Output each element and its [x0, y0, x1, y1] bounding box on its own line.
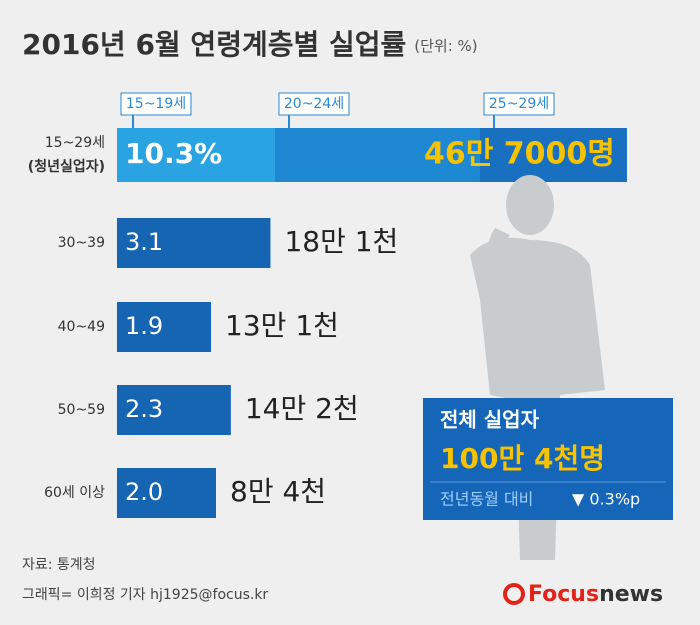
category-note: (청년실업자)	[28, 159, 105, 175]
summary-title: 전체 실업자	[440, 408, 540, 432]
source: 자료: 통계청	[22, 557, 96, 573]
logo-icon	[503, 583, 525, 605]
category-label: 60세 이상	[44, 485, 105, 501]
count-label: 14만 2천	[245, 392, 359, 425]
chart-title: 2016년 6월 연령계층별 실업률 (단위: %)	[22, 28, 478, 61]
segment-label: 15~19세	[126, 96, 186, 112]
summary-box	[423, 398, 673, 520]
segment-label-box	[120, 92, 192, 116]
count-label: 8만 4천	[230, 475, 326, 508]
segment-label-box	[483, 92, 555, 116]
summary-total: 100만 4천명	[440, 442, 605, 475]
count-label: 18만 1천	[284, 225, 398, 258]
summary-change: ▼ 0.3%p	[572, 490, 640, 509]
value-label: 3.1	[125, 228, 163, 256]
count-label: 13만 1천	[225, 309, 339, 342]
summary-compare: 전년동월 대비	[440, 490, 533, 509]
logo-suffix: news	[599, 582, 663, 607]
category-label: 50~59	[58, 402, 105, 418]
age-segment	[480, 128, 627, 182]
value-label: 2.0	[125, 478, 163, 506]
segment-label: 25~29세	[489, 96, 549, 112]
value-label: 2.3	[125, 395, 163, 423]
bar	[117, 302, 212, 352]
bar	[117, 385, 231, 435]
age-segment	[117, 128, 275, 182]
bar	[117, 468, 216, 518]
segment-label-box	[278, 92, 350, 116]
value-label: 1.9	[125, 312, 163, 340]
age-segment	[275, 128, 480, 182]
category-label: 40~49	[58, 319, 105, 335]
category-label: 15~29세	[45, 135, 105, 151]
credit: 그래픽= 이희정 기자 hj1925@focus.kr	[22, 587, 268, 603]
logo-brand: Focus	[528, 582, 599, 607]
title-text: 2016년 6월 연령계층별 실업률	[22, 28, 406, 61]
count-label: 46만 7000명	[424, 137, 615, 172]
segment-label: 20~24세	[284, 96, 344, 112]
value-label: 10.3%	[125, 137, 222, 170]
bar	[117, 218, 271, 268]
category-label: 30~39	[58, 235, 105, 251]
unit-text: (단위: %)	[414, 37, 477, 55]
logo: Focusnews	[528, 582, 663, 607]
